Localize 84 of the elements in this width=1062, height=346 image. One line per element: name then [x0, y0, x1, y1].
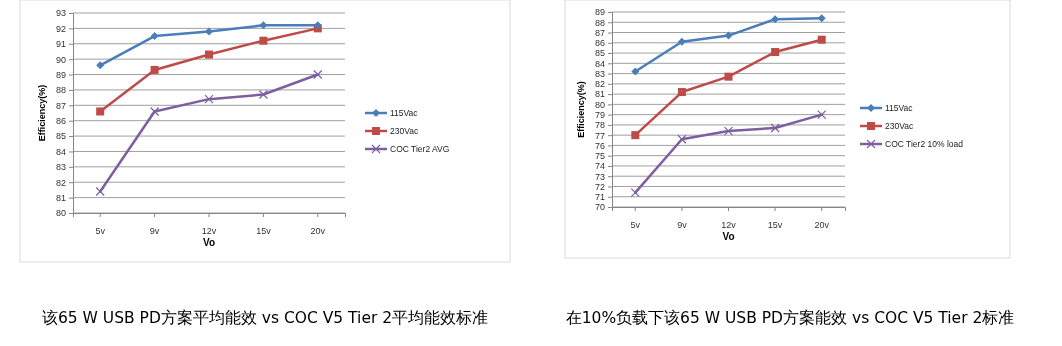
- x-axis-title: Vo: [722, 231, 735, 242]
- point: [258, 89, 268, 100]
- y-tick-label: 83: [594, 68, 605, 79]
- y-tick-label: 74: [594, 161, 605, 172]
- y-tick-label: 87: [594, 27, 605, 38]
- legend-label: 230Vac: [885, 121, 914, 131]
- y-tick-label: 84: [594, 58, 605, 69]
- y-tick-label: 85: [55, 131, 66, 142]
- y-tick-label: 84: [55, 146, 66, 157]
- point: [95, 186, 105, 197]
- y-tick-label: 92: [55, 23, 66, 34]
- point: [771, 48, 780, 57]
- y-tick-label: 93: [55, 8, 66, 19]
- y-tick-label: 86: [55, 116, 66, 127]
- point: [205, 50, 213, 59]
- y-tick-label: 78: [594, 120, 605, 131]
- legend-label: 230Vac: [390, 126, 419, 136]
- point: [150, 32, 159, 41]
- x-tick-label: 9v: [149, 226, 160, 237]
- legend-label: 115Vac: [885, 103, 914, 113]
- point: [771, 15, 780, 24]
- point: [204, 94, 214, 104]
- x-tick-label: 20v: [310, 226, 326, 237]
- y-tick-label: 70: [594, 202, 605, 213]
- y-tick-label: 82: [594, 79, 605, 90]
- y-tick-label: 90: [55, 54, 66, 65]
- point: [770, 123, 780, 133]
- y-tick-label: 82: [55, 177, 66, 188]
- point: [96, 61, 105, 70]
- point: [631, 131, 640, 140]
- x-tick-label: 9v: [677, 220, 688, 231]
- text: 在10%负载下该65 W USB PD方案能效 vs COC V5 Tier 2标准: [565, 309, 1015, 327]
- point: [259, 21, 268, 30]
- point: [723, 126, 734, 136]
- y-tick-label: 76: [594, 140, 605, 151]
- y-tick-label: 83: [55, 162, 66, 173]
- point: [677, 134, 687, 144]
- y-tick-label: 81: [55, 193, 66, 203]
- y-tick-label: 89: [594, 7, 605, 18]
- point: [817, 35, 826, 44]
- point: [817, 110, 827, 120]
- point: [677, 37, 686, 46]
- x-axis-title: Vo: [202, 237, 216, 248]
- x-tick-label: 20v: [814, 220, 830, 231]
- point: [259, 36, 268, 45]
- point: [150, 106, 160, 117]
- point: [150, 65, 159, 74]
- x-tick-label: 5v: [95, 226, 106, 237]
- x-tick-label: 12v: [721, 220, 737, 231]
- x-tick-label: 5v: [630, 220, 641, 231]
- y-axis-title: Efficiency(%): [576, 81, 586, 138]
- point: [631, 67, 640, 76]
- legend-label: COC Tier2 AVG: [390, 144, 450, 154]
- point: [677, 88, 686, 97]
- y-tick-label: 72: [594, 181, 605, 192]
- y-tick-label: 88: [594, 17, 605, 28]
- x-tick-label: 12v: [201, 226, 217, 237]
- y-tick-label: 81: [594, 89, 605, 100]
- y-tick-label: 75: [594, 151, 605, 162]
- y-tick-label: 86: [594, 38, 605, 49]
- y-tick-label: 79: [594, 110, 605, 121]
- point: [313, 69, 323, 80]
- point: [724, 72, 733, 81]
- legend-label: COC Tier2 10% load: [885, 139, 964, 149]
- y-tick-label: 88: [55, 85, 66, 96]
- y-tick-label: 87: [55, 100, 66, 111]
- x-tick-label: 15v: [256, 226, 272, 237]
- point: [817, 14, 826, 23]
- point: [96, 107, 105, 116]
- y-tick-label: 80: [55, 208, 66, 219]
- x-tick-label: 15v: [767, 220, 783, 231]
- y-tick-label: 71: [594, 192, 605, 203]
- y-tick-label: 89: [55, 69, 66, 80]
- legend-label: 115Vac: [390, 108, 419, 118]
- point: [205, 27, 213, 36]
- y-tick-label: 91: [55, 39, 66, 50]
- point: [630, 188, 640, 198]
- y-tick-label: 73: [594, 171, 605, 182]
- y-axis-title: Efficiency(%): [37, 84, 47, 142]
- text: 该65 W USB PD方案平均能效 vs COC V5 Tier 2平均能效标准: [41, 309, 489, 327]
- y-tick-label: 85: [594, 48, 605, 59]
- y-tick-label: 77: [594, 130, 605, 141]
- y-tick-label: 80: [594, 99, 605, 110]
- point: [724, 31, 733, 40]
